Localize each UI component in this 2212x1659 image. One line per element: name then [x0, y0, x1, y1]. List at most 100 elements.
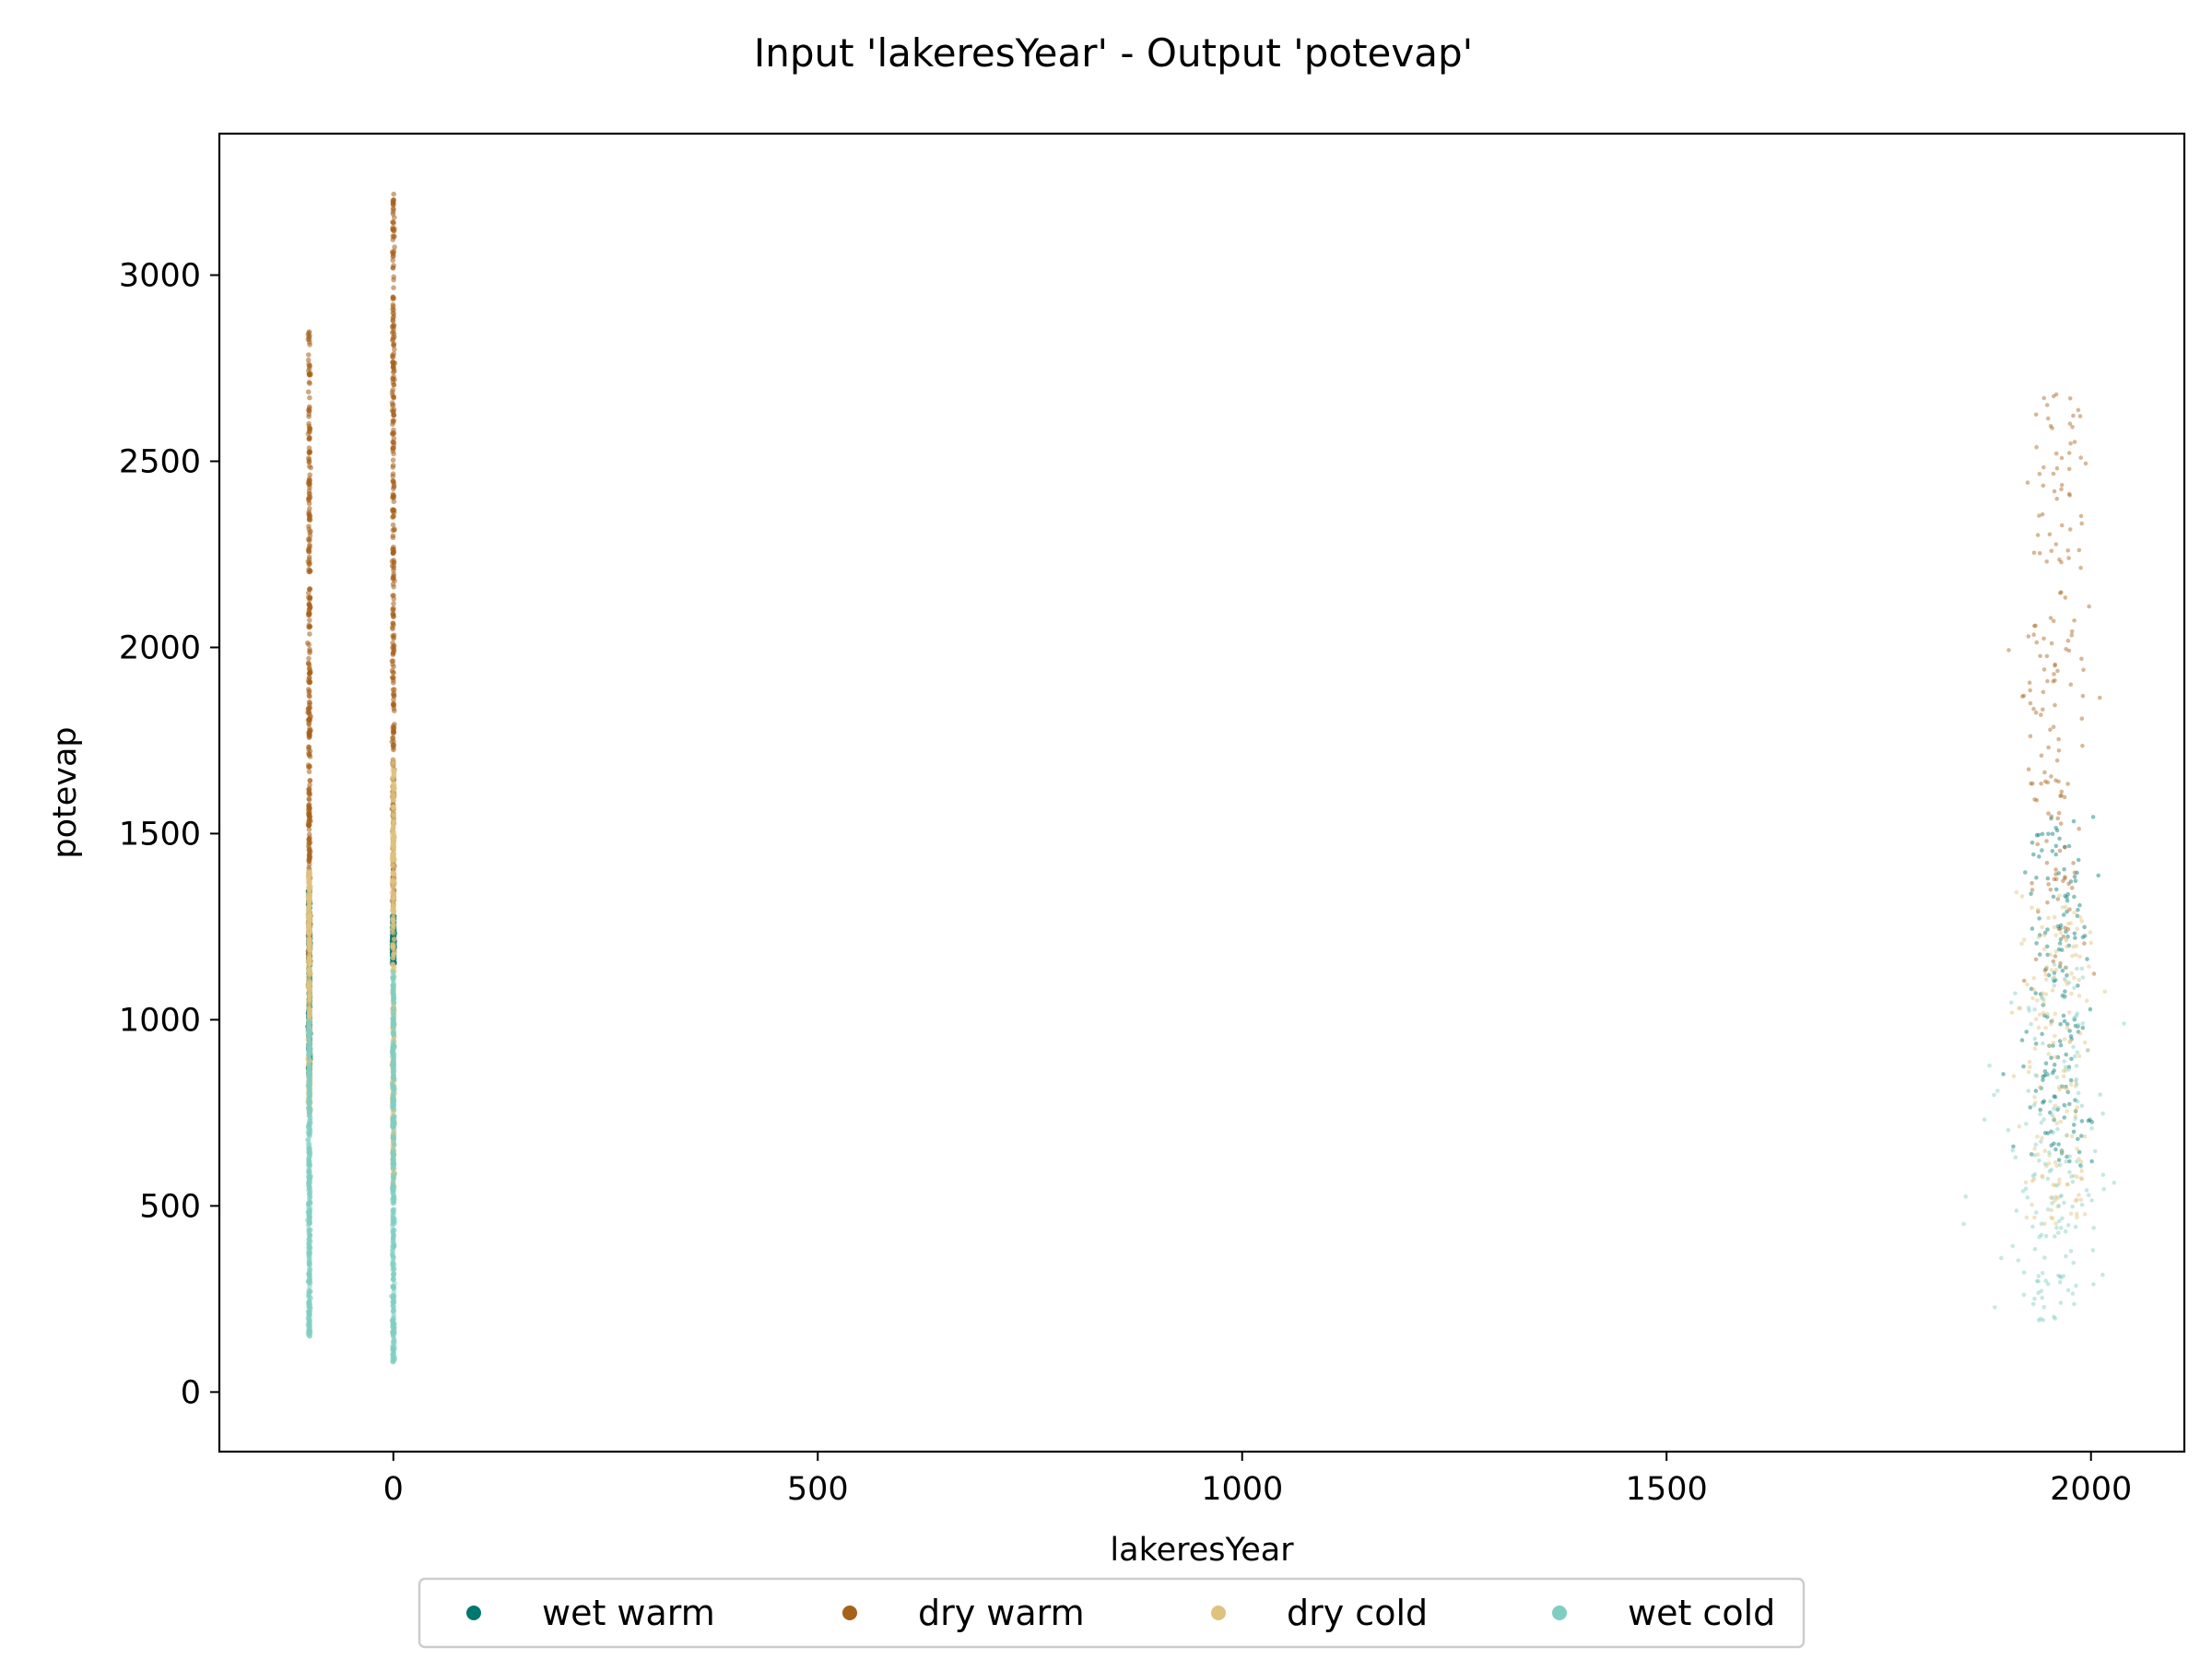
data-point [2030, 781, 2035, 786]
data-point [2032, 1100, 2038, 1105]
data-point [2077, 827, 2081, 831]
data-point [390, 418, 396, 424]
data-point [2069, 632, 2075, 638]
data-point [392, 1343, 397, 1349]
data-point [2040, 924, 2044, 930]
data-point [306, 464, 312, 469]
data-point [2072, 875, 2077, 879]
data-point [306, 699, 312, 705]
data-point [306, 931, 312, 937]
data-point [390, 1115, 396, 1122]
data-point [390, 471, 396, 477]
data-point [2037, 952, 2042, 957]
data-point [306, 831, 312, 838]
data-point [2063, 965, 2068, 971]
data-point [2009, 1010, 2015, 1016]
data-point [391, 1174, 396, 1181]
data-point [306, 796, 312, 803]
data-point [391, 341, 397, 347]
data-point [2058, 923, 2064, 928]
data-point [307, 1170, 312, 1175]
data-point [2039, 1120, 2044, 1125]
data-point [2049, 814, 2054, 819]
data-point [2065, 1089, 2070, 1095]
data-point [2067, 1154, 2072, 1159]
data-point [306, 1061, 312, 1067]
data-point [2061, 1085, 2066, 1090]
data-point [307, 956, 312, 961]
data-point [2030, 1202, 2034, 1207]
data-point [2041, 707, 2045, 712]
data-point [2053, 662, 2057, 667]
data-point [2064, 1084, 2068, 1089]
data-point [2057, 941, 2063, 946]
data-point [2028, 1105, 2033, 1110]
data-point [2032, 1147, 2037, 1151]
data-point [306, 716, 312, 723]
data-point [2079, 1202, 2085, 1207]
data-point [391, 1289, 397, 1295]
data-point [2075, 1197, 2079, 1202]
data-point [2074, 1023, 2079, 1029]
data-point [2045, 1281, 2051, 1287]
data-point [390, 359, 395, 366]
data-point [2030, 841, 2035, 845]
data-point [390, 445, 395, 452]
data-point [2024, 1122, 2029, 1126]
data-point [2079, 966, 2085, 971]
data-point [2026, 767, 2031, 771]
series-dry-cold [305, 758, 2107, 1226]
data-point [391, 806, 396, 811]
data-point [2053, 677, 2057, 683]
y-tick-label: 0 [181, 1374, 201, 1411]
data-point [306, 1207, 312, 1213]
data-point [2067, 1101, 2072, 1107]
x-tick-label: 1000 [1201, 1471, 1283, 1508]
data-point [390, 1180, 396, 1185]
data-point [2065, 1182, 2070, 1187]
data-point [2077, 1053, 2082, 1059]
data-point [2051, 1130, 2056, 1135]
data-point [2058, 1119, 2064, 1124]
data-point [2053, 1198, 2057, 1203]
data-point [2053, 542, 2059, 547]
data-point [2040, 1135, 2044, 1140]
data-point [390, 310, 396, 316]
y-tick-label: 1000 [119, 1002, 201, 1039]
data-point [2031, 975, 2037, 981]
data-point [2042, 1069, 2048, 1074]
data-point [2085, 957, 2089, 961]
data-point [306, 554, 312, 560]
data-point [2044, 1072, 2050, 1077]
data-point [306, 847, 312, 853]
data-point [2035, 533, 2041, 537]
data-point [1995, 1088, 2000, 1093]
data-point [2077, 978, 2081, 982]
data-point [2090, 815, 2096, 819]
data-point [2051, 1182, 2056, 1187]
data-point [2056, 779, 2061, 784]
data-point [2063, 1065, 2068, 1070]
data-point [307, 631, 312, 637]
data-point [2023, 1186, 2029, 1192]
data-point [2063, 844, 2067, 850]
data-point [2041, 1318, 2045, 1323]
data-point [391, 706, 397, 712]
data-point [307, 472, 313, 477]
data-point [2050, 988, 2055, 993]
data-point [2038, 653, 2042, 659]
data-point [390, 317, 396, 324]
data-point [2052, 1117, 2056, 1123]
data-point [2081, 667, 2086, 673]
data-point [390, 1351, 396, 1357]
data-point [2043, 972, 2048, 977]
data-point [306, 884, 312, 889]
data-point [390, 1226, 396, 1232]
data-point [2073, 1109, 2078, 1113]
data-point [2051, 894, 2056, 900]
data-point [2079, 1176, 2085, 1182]
data-point [2045, 1015, 2050, 1019]
data-point [2071, 413, 2076, 418]
data-point [2079, 716, 2085, 721]
data-point [2077, 994, 2082, 998]
